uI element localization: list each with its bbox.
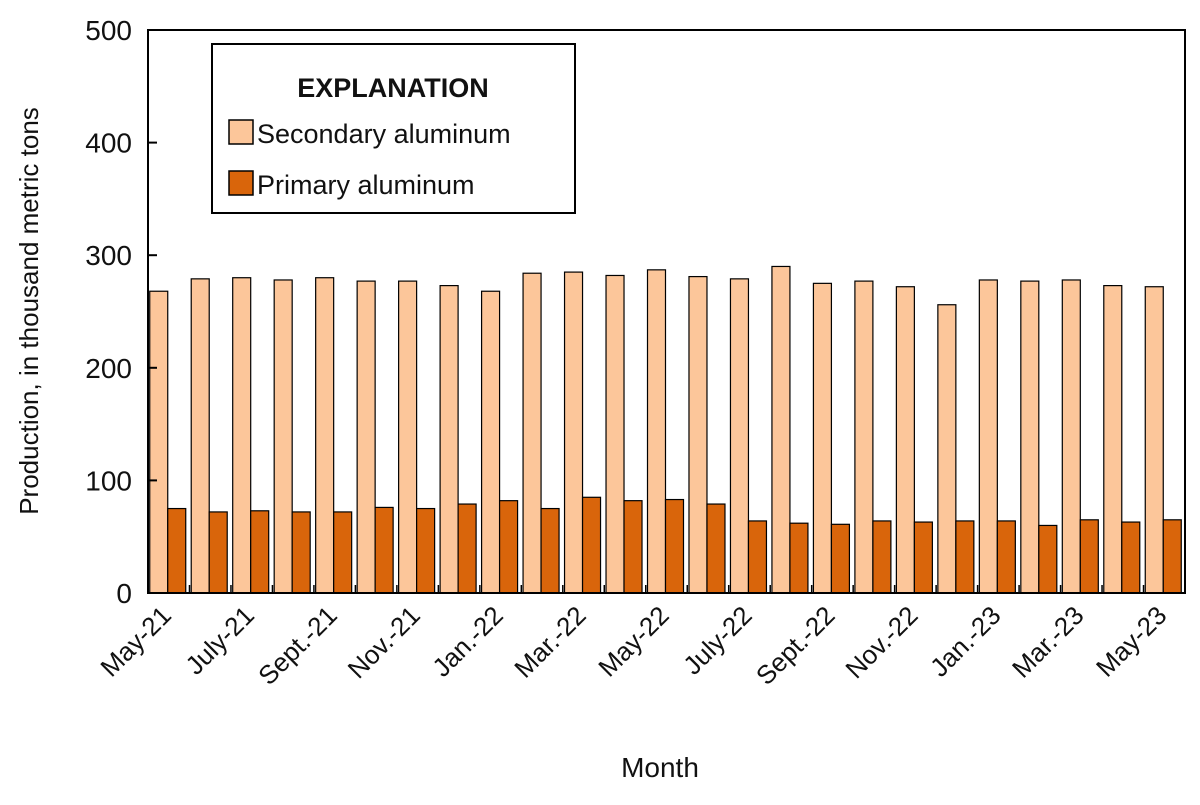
bar-secondary-17 [854, 280, 874, 594]
bar-primary-17 [872, 520, 892, 594]
legend-label-primary: Primary aluminum [257, 170, 475, 200]
y-axis-label: Production, in thousand metric tons [14, 107, 44, 515]
x-axis-label: Month [621, 752, 699, 783]
bar-secondary-3 [273, 279, 293, 594]
x-tick-label: Sept.-22 [750, 600, 841, 691]
legend-swatch-primary [228, 170, 254, 196]
bar-secondary-12 [646, 269, 667, 594]
y-tick-label: 400 [85, 128, 132, 159]
bar-primary-5 [374, 506, 394, 594]
bar-secondary-13 [688, 275, 708, 594]
legend-title: EXPLANATION [297, 73, 489, 103]
x-tick-label: Nov.-22 [839, 600, 923, 684]
legend-box [211, 43, 576, 214]
bar-primary-18 [913, 521, 933, 594]
y-tick-label: 500 [85, 15, 132, 46]
x-tick-label: Jan.-22 [426, 600, 509, 683]
bar-secondary-11 [605, 274, 625, 594]
bar-secondary-9 [522, 272, 542, 594]
bar-primary-16 [830, 523, 851, 594]
legend-swatch-secondary [228, 119, 254, 145]
bar-primary-23 [1121, 521, 1141, 594]
bar-primary-21 [1038, 524, 1058, 594]
bar-secondary-10 [563, 271, 584, 594]
bar-secondary-7 [439, 285, 459, 594]
bar-primary-22 [1079, 519, 1099, 594]
x-tick-label: July-21 [179, 600, 259, 680]
bar-secondary-5 [356, 280, 376, 594]
bar-primary-6 [416, 507, 436, 594]
bar-secondary-18 [895, 286, 915, 594]
x-tick-label: Mar.-23 [1006, 600, 1090, 684]
y-tick-label: 100 [85, 465, 132, 496]
bar-primary-3 [291, 511, 311, 594]
bars-layer [149, 265, 1182, 594]
legend: EXPLANATION Secondary aluminum Primary a… [211, 43, 576, 214]
x-tick-label: Sept.-21 [252, 600, 343, 691]
plot-frame [147, 29, 1186, 594]
x-tick-label: July-22 [677, 600, 757, 680]
bar-primary-14 [747, 520, 768, 594]
bar-primary-20 [996, 520, 1016, 594]
y-tick-label: 300 [85, 240, 132, 271]
x-tick-label: Jan.-23 [924, 600, 1007, 683]
bar-primary-10 [581, 496, 602, 594]
bar-primary-15 [789, 522, 809, 594]
bar-secondary-19 [937, 304, 957, 594]
bar-primary-4 [333, 511, 353, 594]
bar-secondary-4 [315, 277, 335, 594]
x-tick-label: May-23 [1090, 600, 1173, 683]
bar-primary-7 [457, 503, 477, 594]
bar-secondary-15 [771, 265, 791, 594]
bar-primary-12 [664, 498, 685, 594]
bar-secondary-16 [812, 282, 833, 594]
bar-secondary-0 [149, 290, 169, 594]
bar-secondary-24 [1144, 286, 1164, 594]
bar-primary-24 [1162, 519, 1182, 594]
bar-secondary-6 [398, 280, 418, 594]
bar-primary-9 [540, 507, 560, 594]
y-axis: 0 100 200 300 400 500 [85, 15, 157, 609]
bar-secondary-2 [232, 277, 252, 594]
legend-label-secondary: Secondary aluminum [257, 119, 511, 149]
x-tick-label: Nov.-21 [342, 600, 426, 684]
bar-primary-2 [250, 510, 270, 594]
x-tick-label: Mar.-22 [508, 600, 592, 684]
bar-primary-0 [167, 507, 187, 594]
bar-secondary-23 [1103, 285, 1123, 594]
bar-primary-11 [623, 500, 643, 594]
bar-secondary-14 [729, 278, 750, 594]
bar-primary-19 [955, 520, 975, 594]
x-tick-label: May-22 [592, 600, 675, 683]
x-tick-label: May-21 [94, 600, 177, 683]
bar-secondary-8 [480, 290, 501, 594]
bar-primary-13 [706, 503, 726, 594]
bar-secondary-20 [978, 279, 998, 594]
bar-secondary-21 [1020, 280, 1040, 594]
bar-primary-8 [498, 500, 519, 594]
bar-secondary-1 [190, 278, 210, 594]
bar-secondary-22 [1061, 279, 1081, 594]
bar-primary-1 [208, 511, 228, 594]
y-tick-label: 200 [85, 353, 132, 384]
y-tick-label: 0 [116, 578, 132, 609]
